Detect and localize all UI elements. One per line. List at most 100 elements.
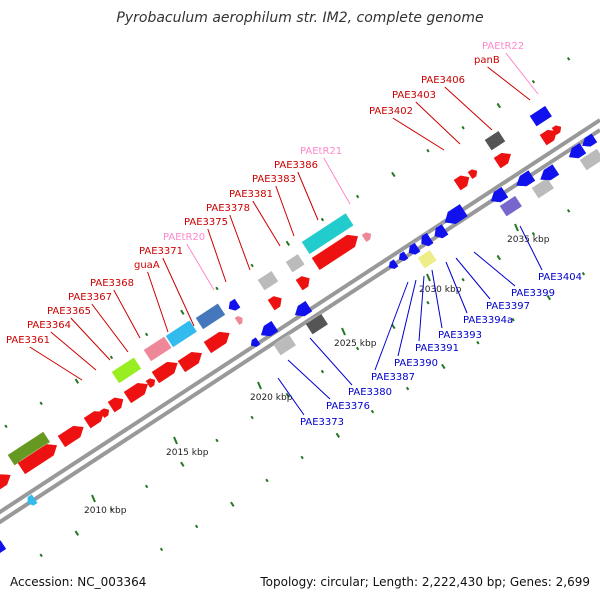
gene-label-pae3391[interactable]: PAE3391 — [415, 343, 459, 354]
kbp-label-4: 2030 kbp — [419, 285, 462, 295]
gene-feature-13[interactable] — [177, 351, 202, 373]
gene-feature-36[interactable] — [273, 334, 296, 356]
gene-feature-22[interactable] — [311, 234, 359, 271]
gene-feature-31[interactable] — [0, 540, 7, 555]
gene-feature-26[interactable] — [484, 130, 506, 151]
gene-feature-43[interactable] — [434, 224, 449, 239]
gene-label-paetr21[interactable]: PAEtR21 — [300, 146, 342, 157]
gene-label-pae3406[interactable]: PAE3406 — [421, 75, 465, 86]
gene-feature-33[interactable] — [228, 298, 241, 311]
gene-feature-52[interactable] — [579, 148, 600, 171]
gene-feature-50[interactable] — [540, 164, 560, 181]
gene-label-pae3402[interactable]: PAE3402 — [369, 106, 413, 117]
gene-label-pae3364[interactable]: PAE3364 — [27, 320, 71, 331]
gene-label-pae3381[interactable]: PAE3381 — [229, 189, 273, 200]
leader-fwd-13 — [323, 157, 351, 205]
gene-feature-41[interactable] — [408, 242, 421, 255]
gene-feature-8[interactable] — [123, 382, 148, 404]
gene-feature-28[interactable] — [529, 105, 552, 127]
gene-feature-42[interactable] — [421, 232, 434, 247]
gene-feature-21[interactable] — [301, 213, 354, 255]
gene-feature-0[interactable] — [0, 474, 11, 491]
gene-feature-24[interactable] — [453, 175, 470, 191]
gene-feature-17[interactable] — [257, 270, 279, 291]
gene-feature-40[interactable] — [398, 251, 409, 261]
gene-label-pae3376[interactable]: PAE3376 — [326, 401, 370, 412]
gene-feature-29[interactable] — [539, 129, 558, 146]
gene-feature-9[interactable] — [145, 378, 156, 389]
gene-feature-46[interactable] — [490, 186, 509, 203]
gene-feature-3[interactable] — [57, 425, 84, 448]
gene-label-panb[interactable]: panB — [474, 55, 500, 66]
gene-feature-15[interactable] — [203, 331, 230, 354]
gene-label-pae3373[interactable]: PAE3373 — [300, 417, 344, 428]
gene-feature-25[interactable] — [467, 169, 478, 180]
gene-feature-18[interactable] — [267, 296, 282, 311]
gene-feature-4[interactable] — [83, 411, 105, 429]
gene-bevel-31 — [0, 537, 4, 541]
gene-label-pae3387[interactable]: PAE3387 — [371, 372, 415, 383]
gene-label-pae3375[interactable]: PAE3375 — [184, 217, 228, 228]
kbp-tick-16 — [566, 56, 571, 61]
gene-bevel-23 — [362, 229, 369, 235]
gene-feature-27[interactable] — [493, 152, 512, 169]
gene-label-pae3368[interactable]: PAE3368 — [90, 278, 134, 289]
gene-label-pae3380[interactable]: PAE3380 — [348, 387, 392, 398]
gene-label-pae3403[interactable]: PAE3403 — [392, 90, 436, 101]
gene-feature-37[interactable] — [294, 300, 313, 317]
gene-feature-30[interactable] — [551, 125, 562, 136]
gene-feature-1[interactable] — [7, 431, 51, 466]
gene-feature-45[interactable] — [417, 249, 437, 269]
gene-feature-23[interactable] — [361, 232, 372, 243]
gene-label-pae3378[interactable]: PAE3378 — [206, 203, 250, 214]
gene-bevel-45 — [418, 247, 433, 258]
gene-label-pae3383[interactable]: PAE3383 — [252, 174, 296, 185]
gene-label-pae3397[interactable]: PAE3397 — [486, 301, 530, 312]
gene-feature-47[interactable] — [499, 195, 522, 217]
kbp-tick-7 — [250, 263, 254, 268]
kbp-label-2: 2020 kbp — [250, 393, 293, 403]
gene-feature-35[interactable] — [260, 320, 279, 337]
gene-feature-49[interactable] — [531, 177, 554, 199]
gene-feature-5[interactable] — [99, 408, 110, 419]
gene-bevel-2 — [18, 441, 50, 463]
gene-feature-12[interactable] — [165, 320, 197, 348]
gene-label-pae3371[interactable]: PAE3371 — [139, 246, 183, 257]
gene-feature-11[interactable] — [151, 361, 178, 384]
gene-feature-10[interactable] — [143, 336, 172, 362]
gene-feature-34[interactable] — [250, 337, 261, 347]
gene-label-pae3393[interactable]: PAE3393 — [438, 330, 482, 341]
gene-label-paetr22[interactable]: PAEtR22 — [482, 41, 524, 52]
gene-feature-19[interactable] — [285, 253, 305, 273]
kbp-tick-5 — [180, 309, 185, 315]
gene-feature-2[interactable] — [17, 444, 58, 475]
gene-feature-32[interactable] — [27, 494, 38, 506]
gene-label-pae3404[interactable]: PAE3404 — [538, 272, 582, 283]
leader-fwd-9 — [229, 214, 251, 271]
gene-feature-39[interactable] — [388, 259, 399, 269]
gene-label-guaa[interactable]: guaA — [134, 260, 160, 271]
gene-label-pae3394a[interactable]: PAE3394a — [463, 315, 513, 326]
gene-label-pae3367[interactable]: PAE3367 — [68, 292, 112, 303]
gene-feature-6[interactable] — [107, 397, 124, 413]
gene-feature-44[interactable] — [444, 203, 468, 224]
gene-feature-7[interactable] — [111, 357, 142, 384]
gene-bevel-13 — [178, 349, 195, 361]
gene-label-paetr20[interactable]: PAEtR20 — [163, 232, 205, 243]
gene-bevel-40 — [400, 248, 407, 254]
gene-label-pae3365[interactable]: PAE3365 — [47, 306, 91, 317]
gene-feature-48[interactable] — [516, 170, 536, 187]
gene-label-pae3390[interactable]: PAE3390 — [394, 358, 438, 369]
gene-feature-38[interactable] — [305, 313, 328, 335]
gene-bevel-41 — [410, 239, 418, 246]
kbp-tick-12 — [426, 148, 430, 153]
gene-label-pae3386[interactable]: PAE3386 — [274, 160, 318, 171]
gene-feature-16[interactable] — [234, 315, 243, 326]
gene-label-pae3399[interactable]: PAE3399 — [511, 288, 555, 299]
gene-label-pae3361[interactable]: PAE3361 — [6, 335, 50, 346]
gene-feature-20[interactable] — [295, 276, 310, 291]
gene-feature-51[interactable] — [568, 142, 587, 159]
gene-feature-53[interactable] — [582, 133, 598, 147]
gene-feature-14[interactable] — [195, 303, 226, 330]
